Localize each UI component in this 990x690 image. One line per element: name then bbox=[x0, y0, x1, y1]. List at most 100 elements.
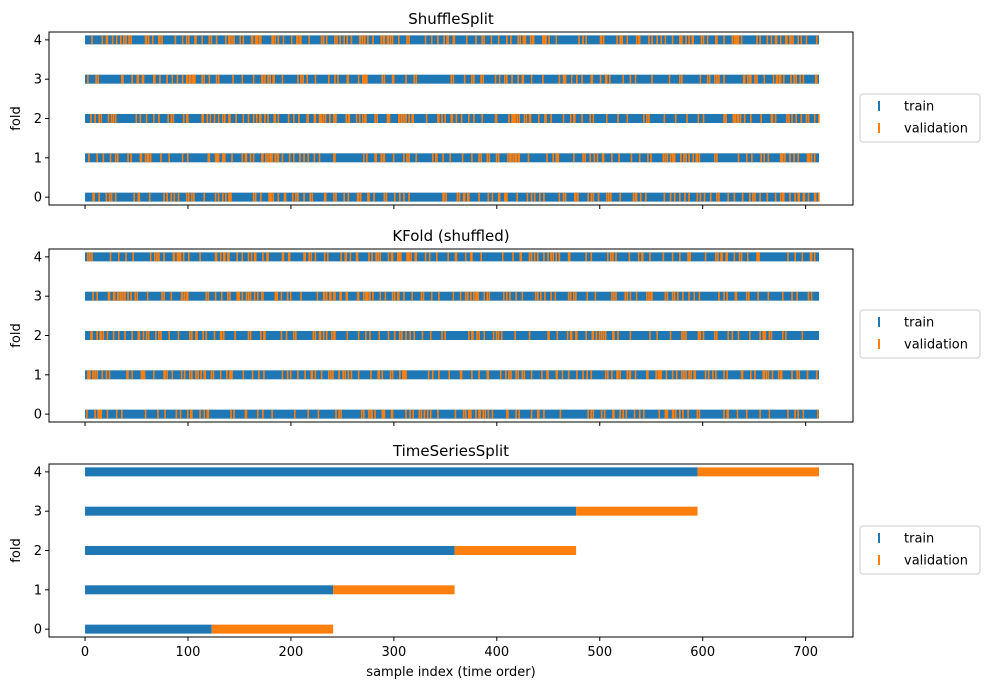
validation-tick bbox=[221, 114, 224, 123]
validation-tick bbox=[480, 153, 482, 163]
validation-tick bbox=[405, 114, 407, 123]
validation-tick bbox=[556, 153, 559, 163]
validation-tick bbox=[628, 370, 631, 380]
validation-tick bbox=[164, 370, 166, 380]
validation-tick bbox=[800, 114, 803, 123]
validation-tick bbox=[326, 252, 329, 262]
validation-tick bbox=[602, 35, 605, 45]
legend: train validation bbox=[859, 309, 981, 359]
validation-tick bbox=[90, 331, 92, 340]
validation-tick bbox=[813, 114, 816, 123]
validation-tick bbox=[133, 192, 136, 202]
validation-tick bbox=[482, 409, 484, 419]
validation-tick bbox=[679, 192, 681, 202]
validation-tick bbox=[277, 192, 280, 202]
validation-range-fold-1 bbox=[333, 585, 455, 595]
validation-tick bbox=[800, 35, 803, 45]
validation-tick bbox=[815, 74, 818, 84]
validation-tick bbox=[302, 74, 304, 84]
validation-tick bbox=[520, 252, 523, 262]
validation-tick bbox=[421, 331, 424, 340]
validation-tick bbox=[456, 192, 459, 202]
validation-tick bbox=[572, 114, 575, 123]
validation-tick bbox=[504, 74, 506, 84]
validation-tick bbox=[147, 35, 150, 45]
validation-tick bbox=[510, 370, 512, 380]
validation-tick bbox=[805, 114, 808, 123]
validation-tick bbox=[199, 252, 201, 262]
validation-tick bbox=[392, 153, 395, 163]
validation-tick bbox=[168, 153, 171, 163]
validation-tick bbox=[616, 35, 618, 45]
validation-tick bbox=[110, 114, 113, 123]
validation-tick bbox=[121, 409, 123, 419]
validation-tick bbox=[478, 331, 480, 340]
validation-tick bbox=[626, 291, 629, 301]
validation-tick bbox=[323, 192, 326, 202]
validation-tick bbox=[390, 252, 393, 262]
validation-tick bbox=[182, 252, 185, 262]
validation-tick bbox=[726, 252, 728, 262]
validation-tick bbox=[546, 153, 548, 163]
validation-tick bbox=[779, 370, 782, 380]
validation-marks-fold-1 bbox=[88, 153, 816, 163]
train-marks-fold-1 bbox=[85, 153, 820, 163]
validation-tick bbox=[615, 291, 617, 301]
validation-tick bbox=[770, 35, 773, 45]
validation-tick bbox=[322, 35, 325, 45]
validation-tick bbox=[164, 409, 166, 419]
validation-tick bbox=[665, 409, 668, 419]
validation-tick bbox=[669, 153, 672, 163]
validation-tick bbox=[166, 370, 168, 380]
validation-tick bbox=[626, 35, 629, 45]
validation-tick bbox=[577, 192, 579, 202]
validation-marks-fold-3 bbox=[92, 291, 813, 301]
validation-tick bbox=[423, 409, 426, 419]
validation-tick bbox=[337, 74, 339, 84]
validation-tick bbox=[124, 291, 126, 301]
validation-tick bbox=[536, 252, 539, 262]
validation-tick bbox=[452, 35, 455, 45]
validation-tick bbox=[309, 192, 312, 202]
validation-tick bbox=[335, 409, 337, 419]
validation-tick bbox=[521, 74, 524, 84]
validation-tick bbox=[125, 35, 127, 45]
validation-tick bbox=[664, 291, 667, 301]
validation-tick bbox=[256, 291, 259, 301]
validation-tick bbox=[594, 291, 597, 301]
validation-tick bbox=[369, 331, 371, 340]
validation-tick bbox=[406, 252, 408, 262]
data-marks bbox=[85, 467, 820, 634]
validation-tick bbox=[288, 153, 291, 163]
validation-tick bbox=[405, 409, 407, 419]
validation-tick bbox=[413, 331, 416, 340]
validation-tick bbox=[716, 35, 718, 45]
validation-tick bbox=[720, 252, 722, 262]
validation-tick bbox=[124, 331, 126, 340]
validation-tick bbox=[99, 409, 102, 419]
validation-tick bbox=[478, 370, 480, 380]
validation-tick bbox=[295, 192, 297, 202]
validation-tick bbox=[126, 370, 128, 380]
validation-tick bbox=[727, 192, 730, 202]
validation-tick bbox=[715, 370, 717, 380]
validation-tick bbox=[791, 370, 793, 380]
validation-tick bbox=[173, 192, 176, 202]
validation-tick bbox=[399, 252, 401, 262]
validation-tick bbox=[339, 35, 341, 45]
validation-tick bbox=[511, 74, 513, 84]
validation-tick bbox=[726, 291, 728, 301]
validation-tick bbox=[639, 192, 642, 202]
validation-tick bbox=[106, 35, 109, 45]
validation-tick bbox=[89, 252, 91, 262]
validation-tick bbox=[467, 409, 470, 419]
y-axis-label: fold bbox=[9, 323, 24, 347]
validation-tick bbox=[381, 370, 384, 380]
x-tick-label: 200 bbox=[279, 645, 304, 660]
validation-tick bbox=[635, 291, 638, 301]
validation-tick bbox=[399, 331, 401, 340]
validation-tick bbox=[481, 35, 483, 45]
validation-tick bbox=[362, 291, 365, 301]
validation-tick bbox=[760, 153, 762, 163]
validation-tick bbox=[507, 409, 509, 419]
